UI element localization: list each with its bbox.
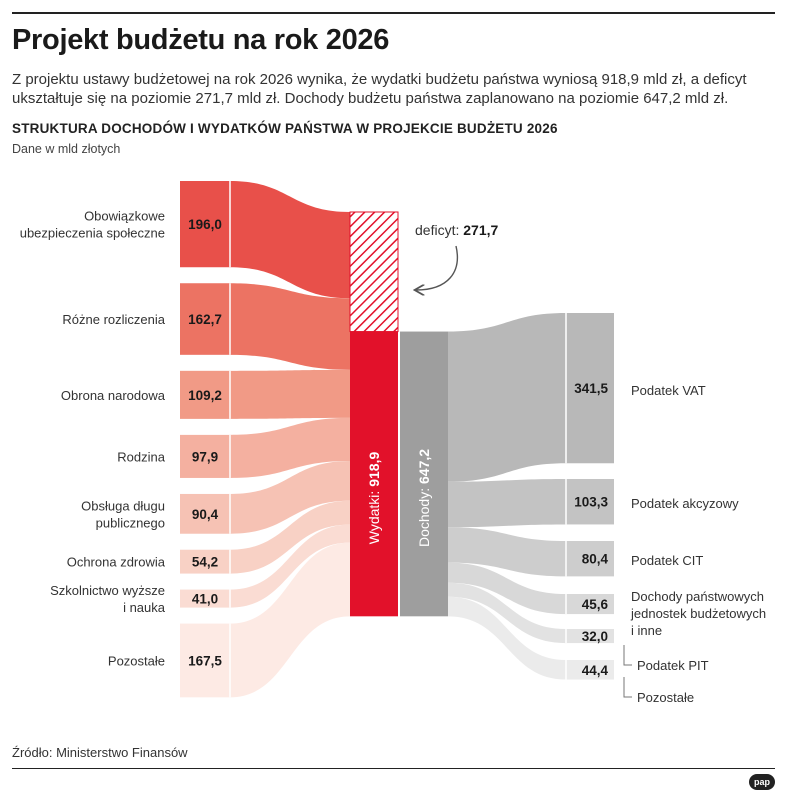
expenditure-value-box	[180, 549, 230, 574]
revenue-category-label: Podatek VAT	[631, 383, 706, 398]
expenditure-category-label: Obrona narodowa	[61, 388, 166, 403]
expenditure-link	[230, 542, 350, 698]
revenues-total-value: 647,2	[416, 449, 432, 484]
expenditure-category-label: Obsługa długu	[81, 498, 165, 513]
expenditure-link	[230, 283, 350, 370]
revenue-value-box	[566, 660, 614, 680]
revenue-link	[448, 479, 566, 528]
revenue-value-box	[566, 313, 614, 464]
unit-note: Dane w mld złotych	[12, 142, 121, 156]
expenditure-value-label: 109,2	[188, 388, 222, 403]
expenditure-value-label: 162,7	[188, 312, 222, 327]
expenditure-category-label: ubezpieczenia społeczne	[20, 226, 165, 241]
revenue-value-box	[566, 541, 614, 577]
expenditure-value-label: 196,0	[188, 217, 222, 232]
expenditure-value-box	[180, 623, 230, 698]
revenue-value-label: 341,5	[574, 381, 608, 396]
deficit-segment	[349, 211, 399, 333]
revenue-link	[448, 562, 566, 615]
expenditure-value-label: 41,0	[192, 592, 218, 607]
revenue-value-box	[566, 594, 614, 615]
total-label-group: Dochody: 647,2	[416, 449, 432, 547]
expenditure-category-label: Obowiązkowe	[84, 209, 165, 224]
revenue-value-label: 80,4	[582, 552, 609, 567]
revenue-value-label: 45,6	[582, 597, 609, 612]
expenditure-value-label: 167,5	[188, 653, 222, 668]
revenues-total-bar	[400, 331, 448, 617]
deficit-annotation: deficyt: 271,7	[415, 222, 498, 238]
total-label-group: Wydatki: 918,9	[366, 452, 382, 545]
pit-leader-line	[623, 645, 632, 666]
expenditures-total-bar	[350, 331, 398, 617]
expenditure-value-box	[180, 434, 230, 478]
revenue-category-label: jednostek budżetowych	[630, 606, 766, 621]
deficit-value: 271,7	[463, 222, 498, 238]
revenue-category-label: Podatek akcyzowy	[631, 496, 739, 511]
expenditure-link	[230, 460, 350, 534]
revenue-link	[448, 596, 566, 680]
expenditure-link	[230, 369, 350, 419]
expenditure-category-label: i nauka	[123, 600, 166, 615]
page-title: Projekt budżetu na rok 2026	[12, 24, 390, 56]
expenditure-category-label: Różne rozliczenia	[62, 312, 165, 327]
revenue-category-label: Pozostałe	[637, 690, 694, 705]
expenditure-value-label: 90,4	[192, 507, 219, 522]
source-note: Źródło: Ministerstwo Finansów	[12, 745, 188, 760]
pap-logo: pap	[749, 774, 775, 790]
lead-text: Z projektu ustawy budżetowej na rok 2026…	[12, 71, 747, 107]
expenditure-value-box	[180, 493, 230, 534]
revenue-category-label: Dochody państwowych	[631, 589, 764, 604]
top-rule	[12, 12, 775, 14]
expenditure-category-label: Pozostałe	[108, 653, 165, 668]
expenditures-total-value: 918,9	[366, 452, 382, 487]
budget-sankey-chart: 196,0 Obowiązkowe ubezpieczenia społeczne 1…	[20, 181, 766, 705]
expenditure-value-box	[180, 283, 230, 355]
expenditure-value-label: 97,9	[192, 449, 218, 464]
revenue-category-label: i inne	[631, 623, 662, 638]
revenue-link	[448, 527, 566, 577]
expenditure-value-box	[180, 589, 230, 608]
revenue-category-label: Podatek PIT	[637, 658, 709, 673]
expenditures-total-name: Wydatki:	[366, 487, 382, 544]
expenditure-link	[230, 524, 350, 608]
expenditure-value-label: 54,2	[192, 555, 218, 570]
revenue-value-label: 44,4	[582, 663, 609, 678]
expenditure-link	[230, 500, 350, 574]
revenue-value-box	[566, 479, 614, 525]
expenditure-category-label: Rodzina	[117, 449, 165, 464]
expenditure-value-box	[180, 370, 230, 419]
expenditure-link	[230, 181, 350, 299]
revenue-category-label: Podatek CIT	[631, 553, 703, 568]
revenue-link	[448, 313, 566, 482]
expenditure-category-label: publicznego	[96, 515, 165, 530]
revenue-value-label: 32,0	[582, 629, 608, 644]
deficit-label: deficyt:	[415, 222, 463, 238]
revenue-value-box	[566, 629, 614, 644]
revenue-link	[448, 582, 566, 644]
expenditure-category-label: Ochrona zdrowia	[67, 555, 166, 570]
chart-subtitle: STRUKTURA DOCHODÓW I WYDATKÓW PAŃSTWA W …	[12, 121, 558, 136]
deficit-arrow	[416, 245, 458, 290]
expenditure-category-label: Szkolnictwo wyższe	[50, 583, 165, 598]
revenues-total-name: Dochody:	[416, 484, 432, 547]
bottom-rule	[12, 768, 775, 769]
expenditure-link	[230, 417, 350, 478]
expenditure-value-box	[180, 181, 230, 268]
revenue-value-label: 103,3	[574, 495, 608, 510]
other-revenue-leader-line	[623, 677, 632, 698]
